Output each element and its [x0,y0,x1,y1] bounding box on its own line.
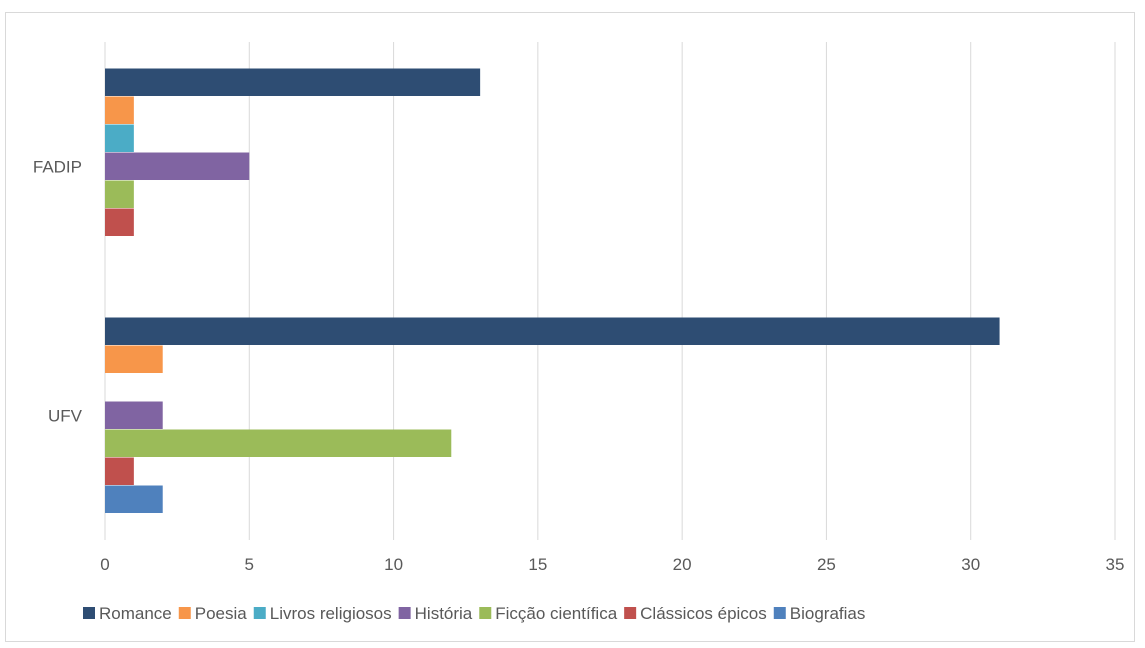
legend-swatch-5 [624,607,637,619]
bar-ufv-0 [105,317,1000,345]
bar-ufv-3 [105,401,163,429]
legend-swatch-1 [178,607,191,619]
bar-fadip-1 [105,96,134,124]
bar-fadip-2 [105,124,134,152]
legend-swatch-2 [253,607,266,619]
x-tick-label-5: 25 [817,555,836,574]
legend-label-4: Ficção científica [495,604,617,623]
x-tick-labels: 0 5 10 15 20 25 30 35 [100,555,1124,574]
bar-ufv-4 [105,429,452,457]
legend-label-0: Romance [99,604,172,623]
x-tick-label-6: 30 [961,555,980,574]
category-label-fadip: FADIP [33,158,82,177]
x-tick-label-2: 10 [384,555,403,574]
category-labels: UFV FADIP [33,158,83,426]
gridlines [104,42,1116,540]
legend-label-3: História [415,604,473,623]
bar-fadip-0 [105,68,481,96]
x-tick-label-1: 5 [245,555,254,574]
bars [105,68,1000,513]
bar-fadip-3 [105,152,250,180]
legend: Romance Poesia Livros religiosos História Fi… [83,604,865,623]
bar-ufv-6 [105,485,163,513]
category-label-ufv: UFV [48,407,83,426]
legend-swatch-6 [773,607,786,619]
legend-label-2: Livros religiosos [270,604,392,623]
legend-label-6: Biografias [790,604,866,623]
bar-fadip-5 [105,208,134,236]
x-tick-label-3: 15 [528,555,547,574]
legend-label-1: Poesia [195,604,248,623]
legend-label-5: Clássicos épicos [640,604,767,623]
x-tick-label-0: 0 [100,555,109,574]
x-tick-label-7: 35 [1106,555,1125,574]
legend-swatch-4 [479,607,492,619]
bar-ufv-1 [105,345,163,373]
x-tick-label-4: 20 [673,555,692,574]
bar-ufv-5 [105,457,134,485]
legend-swatch-3 [398,607,411,619]
bar-fadip-4 [105,180,134,208]
legend-swatch-0 [83,607,95,619]
